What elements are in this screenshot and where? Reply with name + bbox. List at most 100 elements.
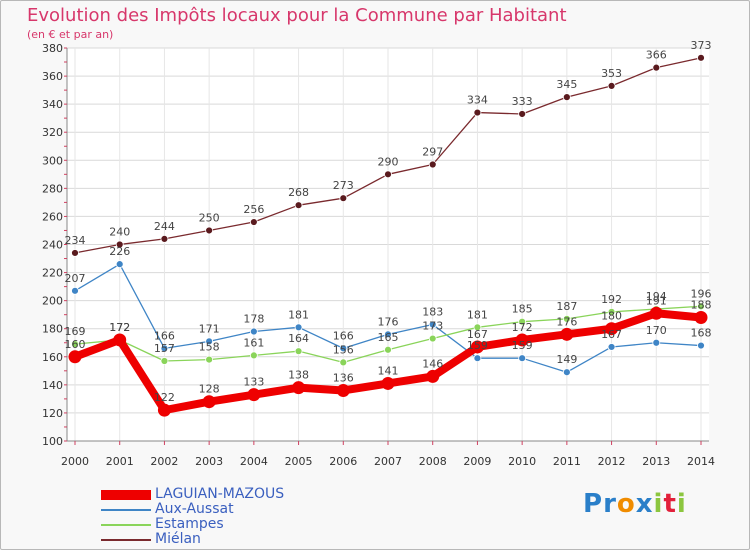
legend-swatch-aux-aussat (101, 509, 151, 511)
data-point-aux-aussat (428, 320, 437, 329)
data-label-laguian-mazous: 128 (199, 383, 220, 396)
data-point-aux-aussat (473, 354, 482, 363)
y-tick-label: 380 (42, 42, 63, 55)
data-point-estampes (71, 340, 79, 349)
x-tick-label: 2004 (240, 455, 268, 468)
data-label-laguian-mazous: 133 (243, 376, 264, 389)
data-label-estampes: 164 (288, 332, 309, 345)
legend-label-aux-aussat: Aux-Aussat (155, 501, 234, 517)
data-label-aux-aussat: 159 (467, 339, 488, 352)
data-point-laguian-mazous (202, 395, 216, 409)
data-label-mi-lan: 373 (691, 39, 712, 52)
x-tick-label: 2012 (598, 455, 626, 468)
data-point-laguian-mazous (560, 327, 574, 341)
data-point-mi-lan (205, 226, 214, 235)
data-label-estampes: 158 (199, 341, 220, 354)
data-point-laguian-mazous (515, 333, 529, 347)
data-point-mi-lan (339, 194, 348, 203)
data-point-estampes (205, 355, 214, 364)
data-point-estampes (160, 357, 169, 365)
data-point-estampes (607, 307, 616, 316)
logo-letter: i (676, 489, 687, 519)
data-point-laguian-mazous (157, 403, 171, 417)
data-label-laguian-mazous: 141 (378, 364, 399, 377)
data-point-laguian-mazous (694, 310, 708, 324)
data-label-laguian-mazous: 176 (556, 315, 577, 328)
data-point-aux-aussat (518, 354, 527, 363)
data-label-mi-lan: 268 (288, 186, 309, 199)
data-point-mi-lan (71, 249, 79, 257)
logo-letter: x (635, 489, 654, 519)
data-label-mi-lan: 334 (467, 94, 488, 107)
data-label-aux-aussat: 181 (288, 308, 309, 321)
x-tick-label: 2008 (419, 455, 447, 468)
data-label-mi-lan: 256 (243, 203, 264, 216)
data-point-mi-lan (115, 240, 124, 249)
data-point-mi-lan (607, 81, 616, 90)
data-label-aux-aussat: 207 (65, 272, 86, 285)
data-label-laguian-mazous: 172 (512, 321, 533, 334)
data-point-aux-aussat (115, 260, 124, 269)
data-label-laguian-mazous: 122 (154, 391, 175, 404)
y-tick-label: 260 (42, 210, 63, 223)
chart-subtitle: (en € et par an) (27, 28, 114, 41)
x-tick-label: 2011 (553, 455, 581, 468)
data-point-laguian-mazous (426, 369, 440, 383)
data-label-laguian-mazous: 136 (333, 371, 354, 384)
data-point-mi-lan (473, 108, 482, 117)
legend-label-estampes: Estampes (155, 516, 224, 532)
x-tick-label: 2007 (374, 455, 402, 468)
data-label-aux-aussat: 166 (333, 329, 354, 342)
y-tick-label: 200 (42, 295, 63, 308)
data-label-aux-aussat: 183 (422, 306, 443, 319)
data-label-aux-aussat: 159 (512, 339, 533, 352)
data-point-aux-aussat (294, 323, 303, 332)
data-label-aux-aussat: 168 (691, 327, 712, 340)
data-point-aux-aussat (562, 368, 571, 377)
data-label-estampes: 185 (512, 303, 533, 316)
data-point-laguian-mazous (605, 322, 619, 336)
y-tick-label: 220 (42, 267, 63, 280)
y-tick-label: 360 (42, 70, 63, 83)
x-tick-label: 2001 (106, 455, 134, 468)
data-label-mi-lan: 366 (646, 49, 667, 62)
data-label-mi-lan: 244 (154, 220, 175, 233)
data-label-mi-lan: 290 (378, 155, 399, 168)
y-tick-label: 280 (42, 182, 63, 195)
data-label-laguian-mazous: 172 (109, 321, 130, 334)
data-label-estampes: 157 (154, 342, 175, 355)
data-point-aux-aussat (205, 337, 214, 346)
data-label-estampes: 196 (691, 287, 712, 300)
data-label-estampes: 156 (333, 343, 354, 356)
data-point-aux-aussat (160, 344, 169, 353)
data-label-laguian-mazous: 160 (65, 338, 86, 351)
x-tick-label: 2013 (642, 455, 670, 468)
x-tick-label: 2002 (150, 455, 178, 468)
data-label-aux-aussat: 149 (556, 353, 577, 366)
data-point-mi-lan (652, 63, 661, 72)
data-point-mi-lan (294, 201, 303, 210)
data-point-laguian-mazous (113, 333, 127, 347)
data-label-mi-lan: 234 (65, 234, 86, 247)
data-label-estampes: 172 (109, 321, 130, 334)
data-label-aux-aussat: 176 (378, 315, 399, 328)
data-label-mi-lan: 353 (601, 67, 622, 80)
data-point-aux-aussat (697, 341, 705, 350)
data-label-aux-aussat: 167 (601, 328, 622, 341)
data-label-laguian-mazous: 191 (646, 294, 667, 307)
data-point-laguian-mazous (649, 306, 663, 320)
data-point-mi-lan (160, 234, 169, 243)
y-tick-label: 140 (42, 379, 63, 392)
data-point-aux-aussat (652, 338, 661, 347)
y-tick-label: 320 (42, 126, 63, 139)
data-label-aux-aussat: 178 (243, 313, 264, 326)
logo-letter: t (663, 489, 677, 519)
data-label-aux-aussat: 171 (199, 322, 220, 335)
x-tick-label: 2014 (687, 455, 715, 468)
data-label-mi-lan: 250 (199, 211, 220, 224)
data-label-aux-aussat: 226 (109, 245, 130, 258)
data-label-laguian-mazous: 138 (288, 369, 309, 382)
data-point-mi-lan (384, 170, 392, 179)
